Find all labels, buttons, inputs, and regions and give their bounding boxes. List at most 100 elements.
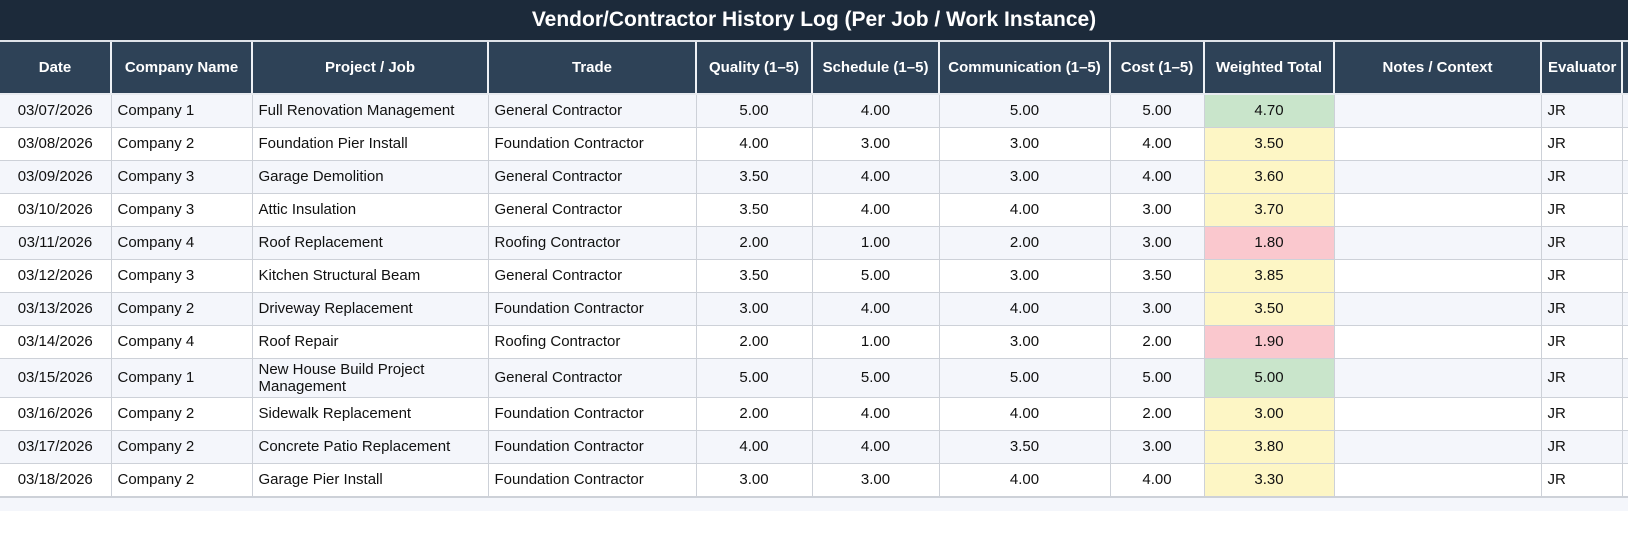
cell-company[interactable]: Company 4 [110,226,252,260]
cell-quality[interactable]: 3.50 [695,160,812,194]
cell-weighted[interactable]: 1.80 [1203,226,1334,260]
cell-project[interactable]: Driveway Replacement [251,292,488,326]
cell-date[interactable]: 03/16/2026 [0,397,111,431]
cell-trade[interactable]: Foundation Contractor [487,463,696,497]
cell-schedule[interactable]: 4.00 [811,94,939,128]
cell-project[interactable]: Concrete Patio Replacement [251,430,488,464]
cell-notes[interactable] [1333,226,1541,260]
cell-partial[interactable] [1621,358,1628,398]
column-header-trade[interactable]: Trade [487,42,696,95]
cell-partial[interactable] [1621,226,1628,260]
cell-evaluator[interactable]: JR [1540,94,1622,128]
column-header-company[interactable]: Company Name [110,42,252,95]
cell-cost[interactable]: 3.00 [1109,226,1204,260]
cell-date[interactable]: 03/07/2026 [0,94,111,128]
cell-date[interactable]: 03/10/2026 [0,193,111,227]
column-header-evaluator[interactable]: Evaluator [1540,42,1622,95]
cell-partial[interactable] [1621,430,1628,464]
cell-cost[interactable]: 5.00 [1109,94,1204,128]
cell-evaluator[interactable]: JR [1540,430,1622,464]
cell-quality[interactable]: 3.50 [695,259,812,293]
cell-partial[interactable] [1621,292,1628,326]
cell-evaluator[interactable]: JR [1540,226,1622,260]
cell-project[interactable]: Full Renovation Management [251,94,488,128]
cell-trade[interactable]: Foundation Contractor [487,430,696,464]
cell-project[interactable]: Sidewalk Replacement [251,397,488,431]
cell-company[interactable]: Company 2 [110,397,252,431]
cell-partial[interactable] [1621,397,1628,431]
cell-communication[interactable]: 5.00 [938,358,1110,398]
cell-company[interactable]: Company 4 [110,325,252,359]
cell-communication[interactable]: 5.00 [938,94,1110,128]
cell-trade[interactable]: Foundation Contractor [487,397,696,431]
cell-partial[interactable] [1621,160,1628,194]
cell-partial[interactable] [1621,193,1628,227]
cell-cost[interactable]: 4.00 [1109,160,1204,194]
cell-company[interactable]: Company 3 [110,193,252,227]
column-header-schedule[interactable]: Schedule (1–5) [811,42,939,95]
cell-weighted[interactable]: 3.85 [1203,259,1334,293]
cell-cost[interactable]: 3.50 [1109,259,1204,293]
cell-quality[interactable]: 2.00 [695,397,812,431]
cell-notes[interactable] [1333,325,1541,359]
cell-cost[interactable]: 3.00 [1109,292,1204,326]
cell-communication[interactable]: 3.00 [938,259,1110,293]
cell-schedule[interactable]: 4.00 [811,397,939,431]
cell-weighted[interactable]: 3.50 [1203,127,1334,161]
cell-company[interactable]: Company 1 [110,358,252,398]
cell-schedule[interactable]: 4.00 [811,193,939,227]
cell-schedule[interactable]: 5.00 [811,358,939,398]
cell-date[interactable]: 03/12/2026 [0,259,111,293]
cell-quality[interactable]: 4.00 [695,430,812,464]
cell-schedule[interactable]: 4.00 [811,430,939,464]
cell-company[interactable]: Company 3 [110,259,252,293]
cell-communication[interactable]: 3.00 [938,325,1110,359]
cell-quality[interactable]: 4.00 [695,127,812,161]
cell-schedule[interactable]: 4.00 [811,160,939,194]
column-header-project[interactable]: Project / Job [251,42,488,95]
cell-evaluator[interactable]: JR [1540,325,1622,359]
cell-trade[interactable]: Foundation Contractor [487,127,696,161]
cell-quality[interactable]: 5.00 [695,94,812,128]
cell-project[interactable]: Foundation Pier Install [251,127,488,161]
cell-company[interactable]: Company 2 [110,463,252,497]
cell-project[interactable]: Attic Insulation [251,193,488,227]
cell-notes[interactable] [1333,430,1541,464]
cell-cost[interactable]: 2.00 [1109,397,1204,431]
cell-quality[interactable]: 5.00 [695,358,812,398]
cell-evaluator[interactable]: JR [1540,160,1622,194]
cell-cost[interactable]: 4.00 [1109,463,1204,497]
cell-date[interactable]: 03/14/2026 [0,325,111,359]
cell-project[interactable]: Roof Replacement [251,226,488,260]
column-header-weighted[interactable]: Weighted Total [1203,42,1334,95]
cell-communication[interactable]: 4.00 [938,463,1110,497]
cell-evaluator[interactable]: JR [1540,127,1622,161]
cell-partial[interactable] [1621,127,1628,161]
cell-communication[interactable]: 3.50 [938,430,1110,464]
column-header-notes[interactable]: Notes / Context [1333,42,1541,95]
cell-notes[interactable] [1333,94,1541,128]
cell-schedule[interactable]: 3.00 [811,463,939,497]
cell-cost[interactable]: 4.00 [1109,127,1204,161]
cell-weighted[interactable]: 3.70 [1203,193,1334,227]
cell-weighted[interactable]: 3.60 [1203,160,1334,194]
cell-trade[interactable]: General Contractor [487,193,696,227]
cell-weighted[interactable]: 3.80 [1203,430,1334,464]
cell-cost[interactable]: 2.00 [1109,325,1204,359]
cell-project[interactable]: Kitchen Structural Beam [251,259,488,293]
cell-trade[interactable]: General Contractor [487,259,696,293]
cell-cost[interactable]: 3.00 [1109,193,1204,227]
cell-weighted[interactable]: 5.00 [1203,358,1334,398]
cell-date[interactable]: 03/15/2026 [0,358,111,398]
cell-quality[interactable]: 3.00 [695,463,812,497]
cell-partial[interactable] [1621,259,1628,293]
cell-project[interactable]: New House Build Project Management [251,358,488,398]
cell-notes[interactable] [1333,127,1541,161]
cell-quality[interactable]: 2.00 [695,226,812,260]
cell-weighted[interactable]: 1.90 [1203,325,1334,359]
cell-trade[interactable]: Roofing Contractor [487,226,696,260]
cell-schedule[interactable]: 1.00 [811,226,939,260]
cell-trade[interactable]: General Contractor [487,160,696,194]
column-header-cost[interactable]: Cost (1–5) [1109,42,1204,95]
cell-trade[interactable]: General Contractor [487,358,696,398]
